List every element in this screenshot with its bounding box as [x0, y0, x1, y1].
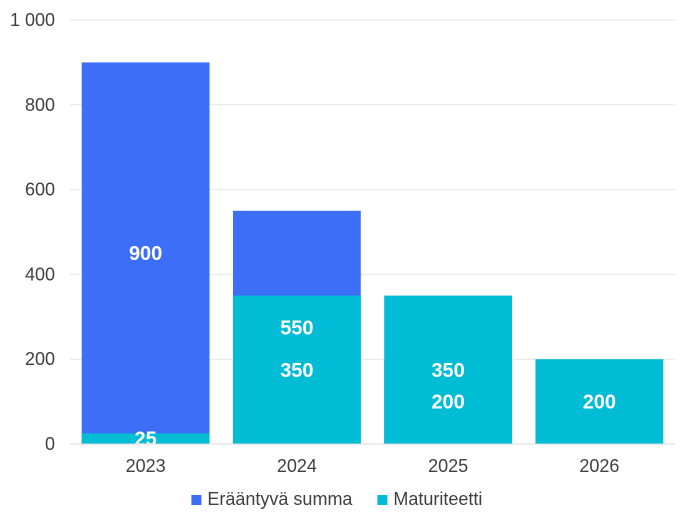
data-label: 25 — [135, 429, 157, 451]
y-tick-label: 0 — [45, 434, 55, 454]
legend-swatch — [377, 495, 388, 505]
legend-label: Erääntyvä summa — [207, 489, 353, 509]
x-tick-label: 2026 — [579, 456, 619, 476]
bar-segment-maturiteetti-2025 — [384, 295, 513, 444]
bar-segment-eraantyva-summa-2023 — [81, 62, 210, 445]
x-tick-label: 2025 — [428, 456, 468, 476]
y-tick-label: 800 — [25, 95, 55, 115]
bar-segment-maturiteetti-2023 — [81, 433, 210, 444]
bars — [81, 62, 664, 445]
y-tick-label: 1 000 — [10, 10, 55, 30]
data-label: 350 — [431, 360, 464, 382]
legend: Erääntyvä summa Maturiteetti — [191, 489, 482, 509]
x-tick-label: 2023 — [126, 456, 166, 476]
data-labels: 900 25 550 350 200 350 200 — [129, 243, 616, 451]
data-label: 200 — [431, 392, 464, 414]
x-tick-label: 2024 — [277, 456, 317, 476]
bar-segment-maturiteetti-2024 — [232, 295, 361, 444]
data-label: 200 — [583, 392, 616, 414]
data-label: 900 — [129, 243, 162, 265]
bar-segment-maturiteetti-2026 — [535, 359, 664, 444]
axes: 0 200 400 600 800 1 000 2023 2024 2025 2026 — [10, 10, 675, 476]
y-tick-label: 400 — [25, 264, 55, 284]
data-label: 550 — [280, 317, 313, 339]
y-tick-label: 200 — [25, 349, 55, 369]
legend-swatch — [191, 495, 202, 505]
y-tick-label: 600 — [25, 180, 55, 200]
data-label: 350 — [280, 360, 313, 382]
legend-label: Maturiteetti — [393, 489, 482, 509]
